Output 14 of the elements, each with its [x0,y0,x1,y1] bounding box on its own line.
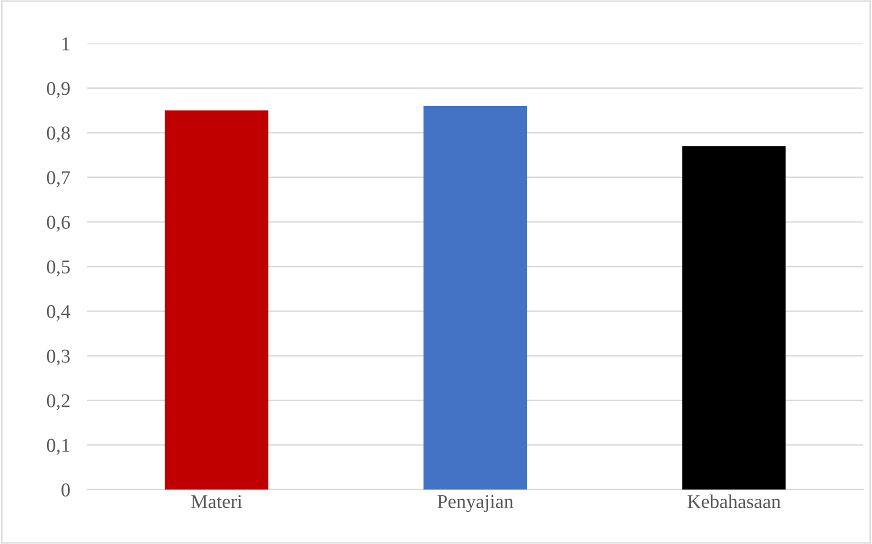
y-tick-label: 1 [62,37,70,50]
y-tick-label: 0,9 [46,82,70,98]
x-tick-label: Penyajian [437,495,514,512]
y-tick-label: 0,8 [46,126,70,142]
y-tick-label: 0 [62,483,70,497]
y-tick-label: 0,6 [46,216,70,232]
y-tick-label: 0,2 [46,394,70,410]
y-tick-label: 0,7 [46,171,70,188]
y-tick-label: 0,5 [46,260,70,276]
y-tick-label: 0,4 [46,304,70,321]
y-tick-label: 0,3 [46,350,70,366]
x-tick-label: Kebahasaan [688,494,781,508]
x-tick-label: Materi [191,495,242,508]
y-tick-label: 0,1 [46,438,70,455]
